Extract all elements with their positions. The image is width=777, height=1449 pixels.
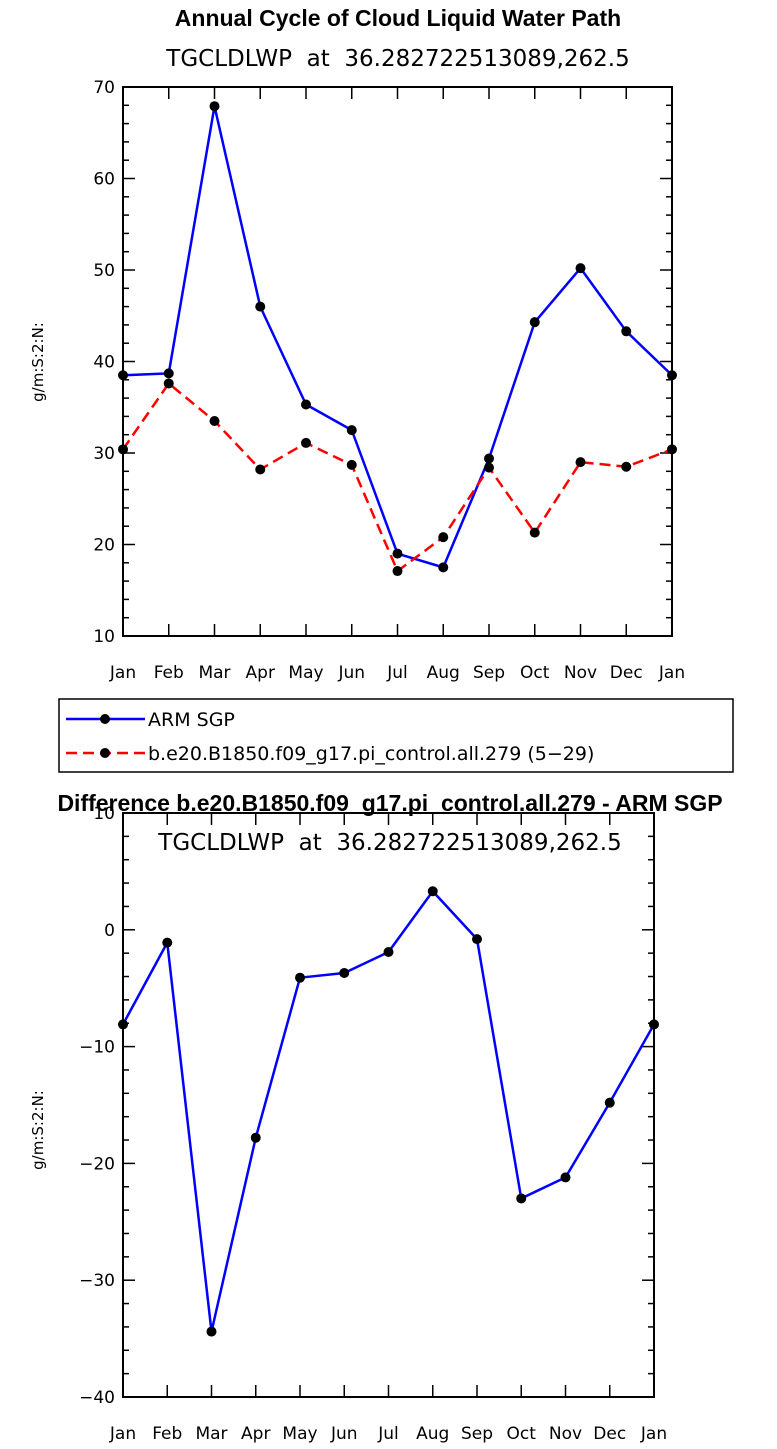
chart2-series-1-point: [339, 968, 350, 979]
chart2-title: Difference b.e20.B1850.f09_g17.pi_contro…: [57, 790, 722, 816]
chart1-series-1-point: [209, 101, 220, 112]
chart1-series-1-point: [255, 301, 266, 312]
chart1-ytick-label: 60: [93, 170, 115, 190]
chart1-series-1-point: [163, 368, 174, 379]
chart2-series-1-point: [649, 1019, 659, 1030]
chart2-series-1-point: [560, 1172, 571, 1183]
chart1-ytick-label: 10: [93, 627, 115, 647]
chart2-series-1-point: [118, 1019, 128, 1030]
chart1-legend: ARM SGP b.e20.B1850.f09_g17.pi_control.a…: [58, 698, 734, 773]
chart2-series-1-point: [250, 1132, 261, 1143]
chart1-series-2-point: [118, 444, 128, 455]
chart2-xtick-label: Jul: [377, 1424, 399, 1444]
chart2-series-line-1: [121, 890, 656, 1333]
chart1-series-2-point: [575, 457, 586, 468]
chart2-ytick-label: 10: [93, 804, 115, 824]
chart2-xtick-label: Oct: [507, 1424, 537, 1444]
chart1-xtick-label: Feb: [154, 663, 184, 683]
chart1-series-1-point: [346, 425, 357, 436]
chart1-xtick-label: Jan: [658, 663, 685, 683]
chart1-ytick-label: 30: [93, 444, 115, 464]
chart2-series-1-point: [206, 1326, 217, 1337]
chart2-xtick-label: Jan: [109, 1424, 136, 1444]
chart2-ytick-label: 0: [104, 921, 115, 941]
chart2-xtick-label: Feb: [152, 1424, 182, 1444]
chart1-series-2-point: [667, 444, 677, 455]
chart1-series-1-point: [301, 399, 311, 410]
chart1-series-2-point: [484, 462, 494, 473]
chart1-series-1-point: [438, 562, 449, 573]
chart1-series-1-point: [667, 370, 677, 381]
chart2-ytick-label: −40: [79, 1388, 115, 1408]
legend-label-model: b.e20.B1850.f09_g17.pi_control.all.279 (…: [148, 743, 594, 765]
chart1-series-line-1: [122, 104, 673, 569]
chart2-xtick-label: Jan: [640, 1424, 667, 1444]
chart2-xtick-label: Apr: [241, 1424, 270, 1444]
chart2-series-1-point: [295, 972, 305, 983]
chart1-xtick-label: Oct: [520, 663, 550, 683]
chart2-series-1-point: [604, 1097, 615, 1108]
chart1-xtick-label: Jul: [386, 663, 408, 683]
chart1-series-line-2: [121, 382, 673, 573]
chart1-series-2-point: [438, 532, 449, 543]
chart1-ytick-label: 70: [93, 78, 115, 98]
chart1-series-1-point: [575, 263, 586, 274]
chart1-xtick-label: Jan: [109, 663, 136, 683]
chart1-series-2-point: [163, 378, 174, 389]
chart1-xtick-label: Jun: [337, 663, 365, 683]
chart1-ytick-label: 40: [93, 353, 115, 373]
chart1-ytick-label: 50: [93, 261, 115, 281]
chart1-ylabel: g/m:S:2:N:: [29, 322, 47, 402]
chart1-series-2-point: [392, 566, 403, 577]
plot-layer: 10 20 30 40 50 60 70 Jan Feb Mar Apr May Jun Jul Aug Se…: [79, 78, 685, 1444]
chart1-xtick-label: Nov: [564, 663, 597, 683]
chart1-xtick-label: Sep: [473, 663, 505, 683]
chart1-xtick-label: Dec: [610, 663, 643, 683]
chart2-series-1-point: [472, 934, 482, 945]
chart2-xtick-label: Mar: [195, 1424, 227, 1444]
chart2-xtick-label: Nov: [549, 1424, 582, 1444]
chart2-xtick-label: Aug: [416, 1424, 449, 1444]
chart2-series-1-point: [162, 937, 173, 948]
chart1-series-2-point: [346, 459, 357, 470]
chart1-series-1-point: [621, 326, 632, 337]
chart1-series-2-point: [621, 461, 632, 472]
chart2-ytick-label: −20: [79, 1154, 115, 1174]
chart2-xtick-label: Sep: [461, 1424, 493, 1444]
chart2-xtick-label: Jun: [330, 1424, 358, 1444]
chart1-series-1-point: [118, 370, 128, 381]
chart1-series-2-point: [255, 464, 266, 475]
chart2-ytick-label: −30: [79, 1271, 115, 1291]
legend-box: [58, 698, 734, 773]
chart1-ytick-label: 20: [93, 536, 115, 556]
chart1-xtick-label: Aug: [427, 663, 460, 683]
chart1-series-2-point: [209, 415, 220, 426]
chart1-series-1-point: [484, 453, 494, 464]
chart1-xtick-label: Apr: [246, 663, 275, 683]
chart2-plot-frame: [122, 812, 655, 1398]
chart2-series-1-point: [516, 1193, 527, 1204]
chart1-xtick-label: Mar: [198, 663, 230, 683]
legend-label-arm: ARM SGP: [148, 709, 235, 731]
legend-marker-model: [100, 748, 110, 758]
chart1-series-2-point: [529, 527, 540, 538]
chart2-xtick-label: Dec: [593, 1424, 626, 1444]
chart1-title: Annual Cycle of Cloud Liquid Water Path: [175, 5, 621, 31]
chart2-ytick-label: −10: [79, 1038, 115, 1058]
chart1-series-1-point: [392, 548, 403, 559]
chart2-xtick-label: May: [282, 1424, 317, 1444]
chart1-subtitle: TGCLDLWP at 36.282722513089,262.5: [165, 46, 629, 72]
legend-marker-arm: [100, 714, 110, 724]
chart1-xtick-label: May: [288, 663, 323, 683]
chart2-series-1-point: [427, 886, 438, 897]
chart2-series-1-point: [383, 946, 394, 957]
chart2-ylabel: g/m:S:2:N:: [29, 1090, 47, 1170]
chart1-series-2-point: [301, 437, 311, 448]
chart1-series-1-point: [529, 317, 540, 328]
chart2-subtitle: TGCLDLWP at 36.282722513089,262.5: [157, 830, 621, 856]
